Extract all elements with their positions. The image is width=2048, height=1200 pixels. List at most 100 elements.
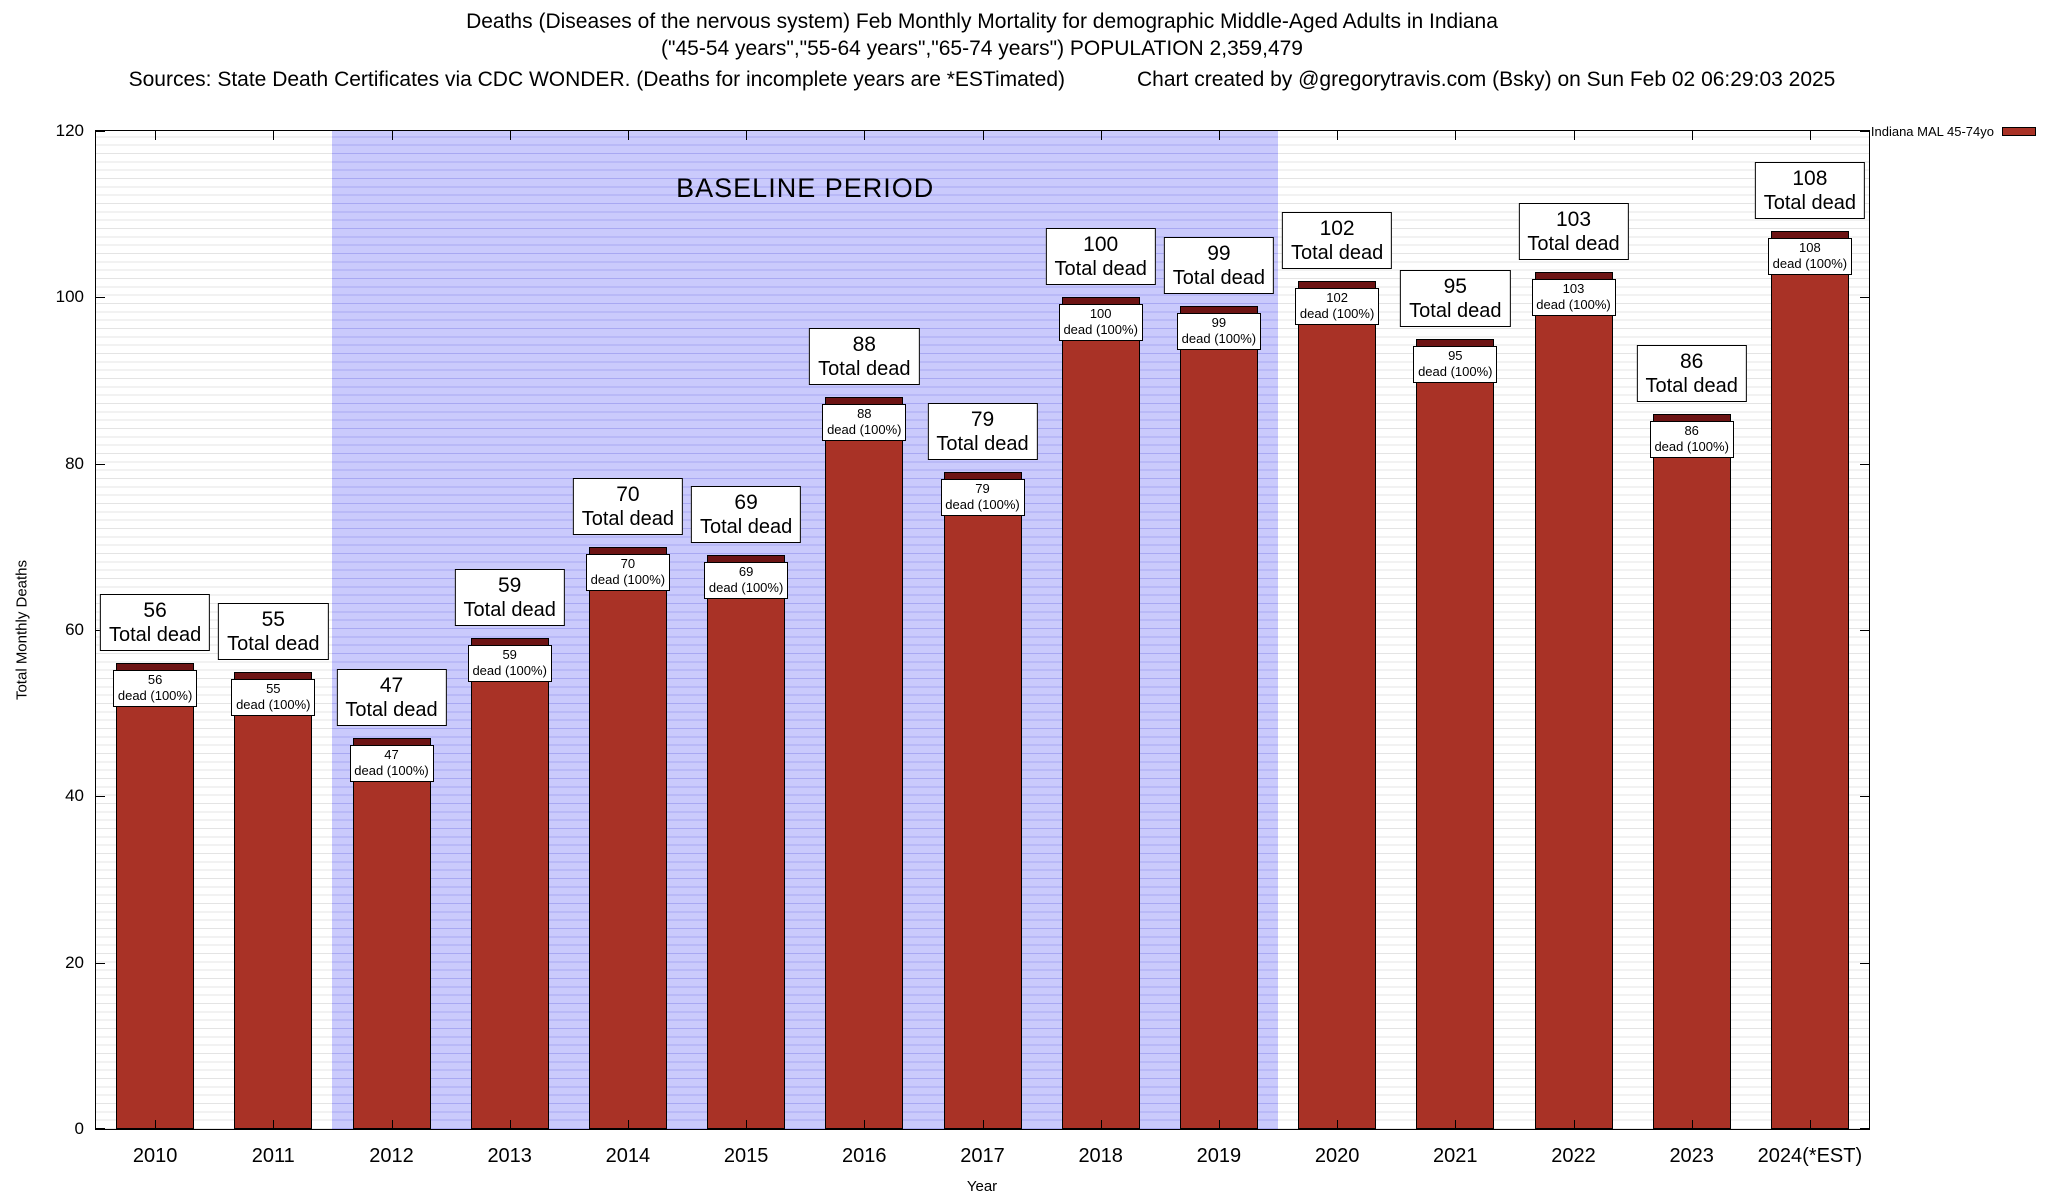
x-tick-mark — [1691, 131, 1693, 140]
bar-value-box-2020: 102 dead (100%) — [1295, 288, 1380, 325]
x-tick-mark — [1573, 131, 1575, 140]
total-dead-value: 70 — [616, 482, 640, 506]
y-tick-label: 60 — [65, 620, 84, 639]
x-tick-label-2013: 2013 — [487, 1145, 532, 1167]
bar-2019 — [1179, 306, 1258, 1129]
x-axis-title: Year — [966, 1178, 998, 1195]
x-tick-label-2015: 2015 — [723, 1145, 769, 1167]
x-tick-mark — [273, 1120, 275, 1129]
bar-value: 55 — [266, 681, 281, 696]
y-tick-mark — [1860, 630, 1869, 631]
total-dead-value: 88 — [852, 332, 876, 356]
total-dead-callout-2021: 95 Total dead — [1400, 269, 1511, 327]
y-tick-label: 80 — [65, 453, 84, 473]
bar-value-label: dead (100%) — [1181, 331, 1257, 347]
bar-value-label: dead (100%) — [708, 580, 784, 596]
bar-2010 — [116, 663, 195, 1129]
total-dead-label: Total dead — [345, 699, 438, 721]
x-tick-mark — [982, 1120, 984, 1129]
total-dead-label: Total dead — [936, 433, 1029, 455]
x-tick-mark — [864, 1120, 866, 1129]
bar-cap — [708, 556, 785, 562]
bar-value: 86 — [1684, 423, 1699, 438]
total-dead-value: 95 — [1443, 274, 1467, 298]
x-tick-label-2024(*EST): 2024(*EST) — [1757, 1145, 1863, 1167]
bar-value-box-2014: 70 dead (100%) — [585, 554, 670, 591]
x-tick-label-2010: 2010 — [132, 1145, 178, 1167]
chart-title: Deaths (Diseases of the nervous system) … — [466, 10, 1498, 33]
total-dead-label: Total dead — [108, 624, 202, 646]
x-tick-label-2020: 2020 — [1314, 1145, 1360, 1167]
x-tick-mark — [391, 131, 393, 140]
x-tick-label-2023: 2023 — [1669, 1145, 1714, 1167]
x-tick-label-2019: 2019 — [1196, 1145, 1242, 1167]
x-tick-label-2016: 2016 — [842, 1145, 887, 1167]
bar-cap — [1299, 282, 1376, 288]
bar-value-box-2022: 103 dead (100%) — [1531, 279, 1616, 316]
total-dead-callout-2013: 59 Total dead — [454, 568, 565, 626]
bar-value-label: dead (100%) — [1418, 364, 1493, 380]
chart-source-line: Sources: State Death Certificates via CD… — [0, 68, 1964, 92]
x-tick-mark — [1337, 131, 1339, 140]
bar-value: 59 — [502, 647, 517, 662]
bar-cap — [1535, 273, 1612, 279]
total-dead-value: 99 — [1207, 241, 1231, 265]
x-tick-mark — [1455, 1120, 1457, 1129]
total-dead-callout-2020: 102 Total dead — [1281, 211, 1393, 269]
bar-value-box-2011: 55 dead (100%) — [231, 679, 316, 716]
x-tick-mark — [1455, 131, 1457, 140]
x-tick-label-2014: 2014 — [605, 1145, 651, 1167]
bar-value-box-2012: 47 dead (100%) — [349, 745, 434, 782]
total-dead-label: Total dead — [1290, 242, 1384, 264]
bar-value-label: dead (100%) — [354, 763, 429, 779]
total-dead-label: Total dead — [1054, 258, 1147, 280]
credit-note: Chart created by @gregorytravis.com (Bsk… — [1137, 68, 1836, 91]
bar-value-label: dead (100%) — [590, 572, 666, 588]
bar-2022 — [1534, 272, 1613, 1129]
bar-value: 56 — [147, 672, 163, 687]
chart-subtitle: ("45-54 years","55-64 years","65-74 year… — [661, 37, 1303, 60]
bar-cap — [589, 548, 666, 554]
x-tick-mark — [1337, 1120, 1339, 1129]
total-dead-callout-2012: 47 Total dead — [336, 668, 447, 726]
y-tick-label: 40 — [65, 786, 84, 806]
total-dead-callout-2010: 56 Total dead — [99, 593, 211, 651]
bar-value-box-2017: 79 dead (100%) — [940, 479, 1025, 516]
legend-swatch — [2002, 127, 2036, 136]
bar-value-box-2010: 56 dead (100%) — [113, 670, 198, 707]
bar-cap — [826, 398, 903, 404]
total-dead-callout-2011: 55 Total dead — [218, 602, 329, 660]
bar-value-box-2013: 59 dead (100%) — [467, 645, 552, 682]
bar-2018 — [1061, 297, 1140, 1129]
total-dead-callout-2023: 86 Total dead — [1636, 344, 1747, 402]
x-tick-label-2018: 2018 — [1078, 1145, 1123, 1167]
bar-value-label: dead (100%) — [1536, 297, 1611, 313]
total-dead-label: Total dead — [1527, 233, 1620, 255]
x-tick-mark — [155, 131, 157, 140]
bar-2017 — [943, 472, 1022, 1129]
bar-value: 47 — [384, 747, 399, 762]
y-tick-label: 0 — [74, 1119, 84, 1138]
bar-cap — [1771, 232, 1848, 238]
bar-2016 — [825, 397, 904, 1129]
bar-2014 — [588, 547, 667, 1129]
y-tick-mark — [96, 962, 105, 964]
bar-value-label: dead (100%) — [1299, 306, 1375, 322]
bar-value: 99 — [1211, 315, 1227, 330]
bar-cap — [1653, 415, 1730, 421]
x-tick-mark — [746, 1120, 748, 1129]
bar-value-label: dead (100%) — [1063, 322, 1138, 338]
total-dead-value: 55 — [261, 607, 285, 631]
x-tick-mark — [1100, 1120, 1102, 1129]
bar-value: 108 — [1799, 240, 1821, 255]
bar-2012 — [352, 738, 431, 1129]
x-tick-label-2021: 2021 — [1433, 1145, 1478, 1167]
bar-2015 — [707, 555, 786, 1129]
bar-value: 100 — [1089, 306, 1112, 321]
x-tick-mark — [1809, 1120, 1811, 1129]
total-dead-callout-2015: 69 Total dead — [690, 485, 802, 543]
x-tick-label-2011: 2011 — [251, 1145, 295, 1167]
bar-value-box-2018: 100 dead (100%) — [1058, 304, 1143, 341]
total-dead-label: Total dead — [1763, 192, 1857, 214]
bar-value: 69 — [738, 564, 754, 579]
